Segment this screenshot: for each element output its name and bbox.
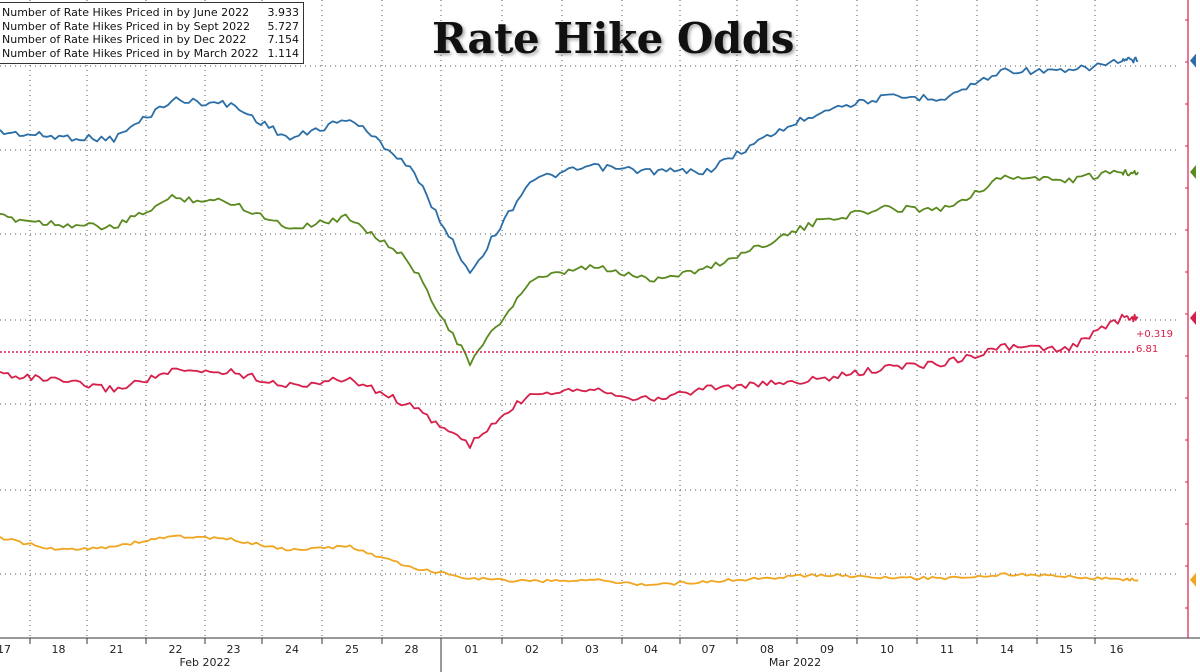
legend-label: Number of Rate Hikes Priced in by Dec 20… bbox=[2, 33, 247, 46]
series-end-marker bbox=[1190, 165, 1196, 179]
series-line bbox=[0, 169, 1139, 367]
x-tick-label: 17 bbox=[0, 643, 11, 656]
legend-item: Number of Rate Hikes Priced in by Dec 20… bbox=[2, 33, 299, 47]
legend-label: Number of Rate Hikes Priced in by March … bbox=[2, 46, 259, 60]
month-label: Feb 2022 bbox=[180, 656, 231, 669]
series-line bbox=[0, 534, 1139, 587]
legend-label: Number of Rate Hikes Priced in by Sept 2… bbox=[2, 19, 251, 33]
x-tick-label: 15 bbox=[1059, 643, 1073, 656]
x-tick-label: 16 bbox=[1110, 643, 1124, 656]
legend-value: 7.154 bbox=[267, 33, 300, 46]
x-tick-label: 28 bbox=[405, 643, 419, 656]
series-end-marker bbox=[1190, 311, 1196, 325]
series-end-marker bbox=[1190, 572, 1196, 587]
legend: Number of Rate Hikes Priced in by June 2… bbox=[0, 2, 304, 64]
x-tick-label: 24 bbox=[285, 643, 299, 656]
x-tick-label: 11 bbox=[940, 643, 954, 656]
x-tick-label: 03 bbox=[585, 643, 599, 656]
legend-value: 1.114 bbox=[267, 46, 300, 60]
legend-item: Number of Rate Hikes Priced in by March … bbox=[2, 47, 299, 61]
change-annotation: +0.319 bbox=[1136, 329, 1173, 340]
x-tick-label: 07 bbox=[702, 643, 716, 656]
legend-item: Number of Rate Hikes Priced in by Sept 2… bbox=[2, 20, 299, 34]
series-end-marker bbox=[1190, 53, 1196, 68]
x-tick-label: 10 bbox=[880, 643, 894, 656]
series-line bbox=[0, 313, 1139, 449]
chart-grid bbox=[0, 0, 1180, 638]
chart-series bbox=[0, 56, 1139, 587]
legend-label: Number of Rate Hikes Priced in by June 2… bbox=[2, 6, 250, 19]
right-axis bbox=[1185, 0, 1196, 638]
x-tick-label: 14 bbox=[1000, 643, 1014, 656]
series-line bbox=[0, 56, 1139, 274]
legend-value: 3.933 bbox=[267, 6, 300, 19]
x-tick-label: 18 bbox=[52, 643, 66, 656]
legend-item: Number of Rate Hikes Priced in by June 2… bbox=[2, 6, 299, 20]
x-tick-label: 25 bbox=[345, 643, 359, 656]
x-axis: 17 18 21 22 23 24 25 28 01 02 03 04 07 08 09 10 11 14 15 16… bbox=[0, 637, 1200, 672]
x-tick-label: 04 bbox=[644, 643, 658, 656]
x-tick-label: 22 bbox=[169, 643, 183, 656]
x-tick-label: 01 bbox=[465, 643, 479, 656]
legend-value: 5.727 bbox=[267, 19, 300, 33]
x-tick-label: 09 bbox=[820, 643, 834, 656]
x-tick-label: 23 bbox=[227, 643, 241, 656]
level-annotation: 6.81 bbox=[1136, 344, 1158, 355]
chart-title: Rate Hike Odds bbox=[432, 14, 794, 63]
month-label: Mar 2022 bbox=[769, 656, 821, 669]
x-tick-label: 08 bbox=[760, 643, 774, 656]
x-tick-label: 21 bbox=[110, 643, 124, 656]
x-tick-label: 02 bbox=[525, 643, 539, 656]
